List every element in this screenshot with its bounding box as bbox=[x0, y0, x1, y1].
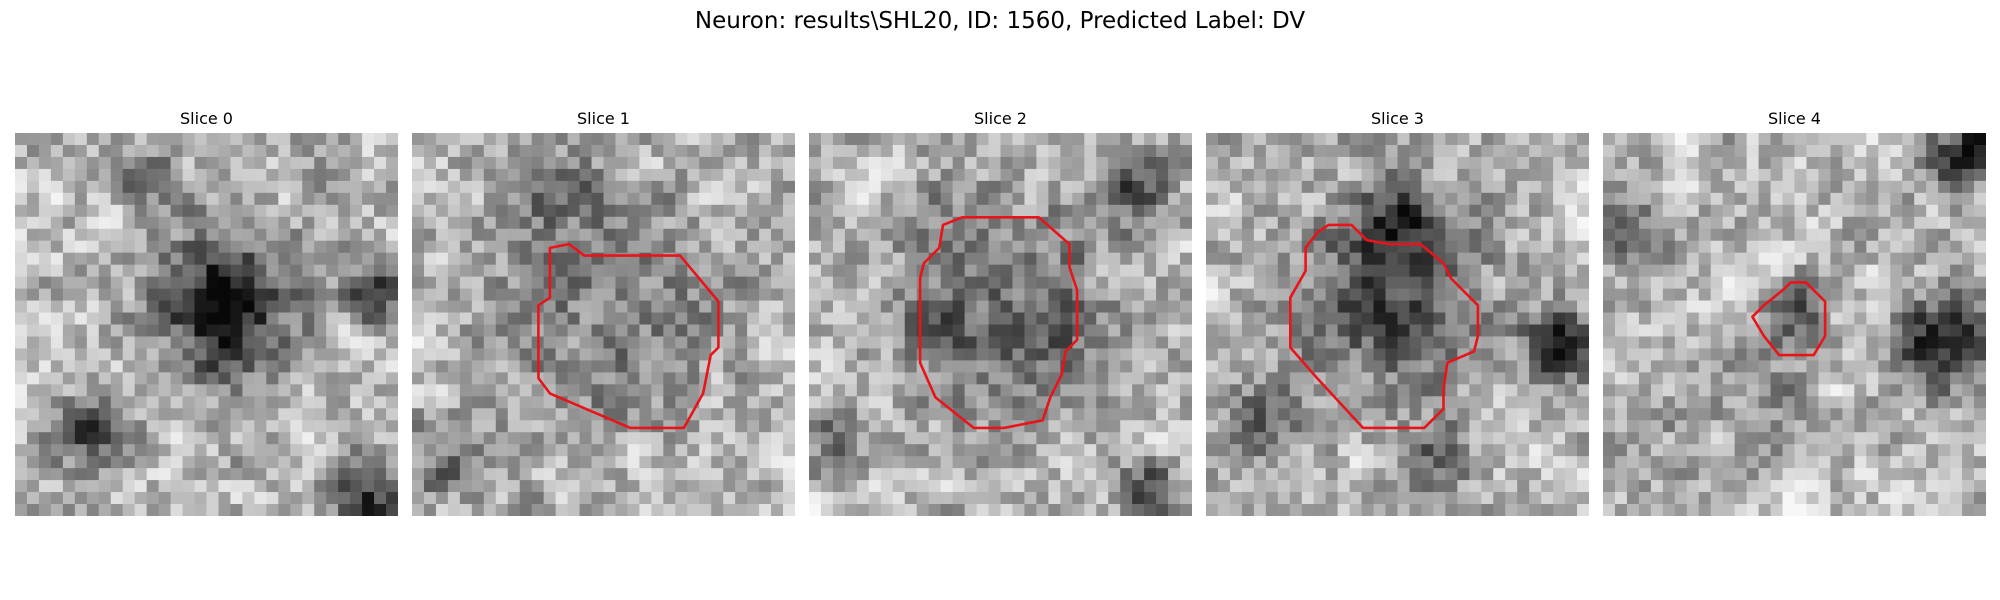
slice-panel-4: Slice 4 bbox=[1603, 107, 1986, 516]
slice-title: Slice 3 bbox=[1371, 109, 1424, 128]
segmentation-contour bbox=[1751, 281, 1827, 357]
segmentation-contour bbox=[537, 242, 720, 430]
slice-panel-0: Slice 0 bbox=[15, 107, 398, 516]
slice-panel-1: Slice 1 bbox=[412, 107, 795, 516]
slice-image bbox=[1206, 133, 1589, 516]
slice-image bbox=[15, 133, 398, 516]
segmentation-contour bbox=[1289, 223, 1480, 430]
slice-image bbox=[1603, 133, 1986, 516]
slice-title: Slice 4 bbox=[1768, 109, 1821, 128]
figure-title: Neuron: results\SHL20, ID: 1560, Predict… bbox=[694, 8, 1306, 34]
slice-title: Slice 2 bbox=[974, 109, 1027, 128]
slice-image bbox=[412, 133, 795, 516]
segmentation-contour bbox=[918, 216, 1079, 430]
slice-image bbox=[809, 133, 1192, 516]
slice-panel-3: Slice 3 bbox=[1206, 107, 1589, 516]
slice-panel-2: Slice 2 bbox=[809, 107, 1192, 516]
slice-title: Slice 1 bbox=[577, 109, 630, 128]
slice-title: Slice 0 bbox=[180, 109, 233, 128]
